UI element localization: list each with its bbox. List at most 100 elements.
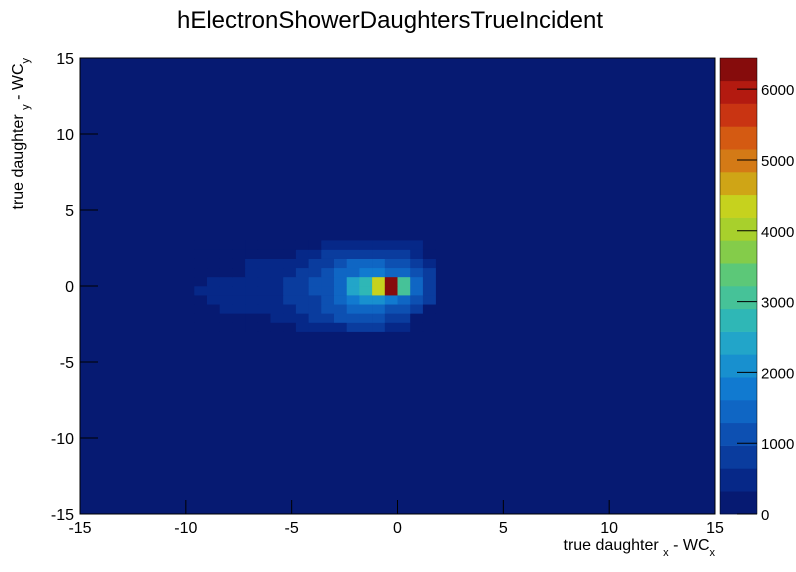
heat-cell — [346, 304, 360, 314]
heat-cell — [283, 276, 297, 287]
heat-cell — [410, 313, 424, 323]
heat-cell — [219, 258, 233, 269]
heat-cell — [257, 295, 271, 305]
heat-cell — [359, 322, 373, 332]
heat-cell — [334, 240, 347, 250]
heat-cell — [384, 267, 398, 278]
heat-cell — [410, 267, 424, 278]
heat-cell — [308, 240, 322, 250]
palette-box — [720, 263, 757, 287]
heat-cell — [422, 249, 436, 259]
heat-cell — [397, 240, 411, 250]
z-tick-label: 2000 — [761, 365, 794, 382]
heat-cell — [245, 249, 259, 259]
heat-cell — [295, 313, 309, 323]
heat-cell — [397, 276, 411, 287]
heat-cell — [194, 295, 208, 305]
y-tick-label: 15 — [56, 51, 74, 68]
heat-cell — [270, 304, 284, 314]
x-tick-label: 0 — [393, 520, 402, 537]
y-axis-title: true daughter y - WCy — [10, 58, 32, 210]
heat-cell — [397, 322, 411, 332]
heat-cell — [334, 276, 347, 287]
heat-cell — [384, 249, 398, 259]
heat-cell — [283, 258, 297, 269]
heat-cell — [194, 240, 208, 250]
heat-cell — [283, 249, 297, 259]
heat-cell — [219, 240, 233, 250]
heat-cell — [346, 249, 360, 259]
heat-cell — [257, 313, 271, 323]
heat-cell — [422, 240, 436, 250]
palette-box — [720, 445, 757, 469]
heat-cell — [397, 258, 411, 269]
heat-cell — [410, 295, 424, 305]
heat-cell — [397, 286, 411, 296]
heat-cell — [410, 304, 424, 314]
heat-cell — [232, 258, 246, 269]
heat-cell — [295, 240, 309, 250]
heat-cell — [232, 240, 246, 250]
heat-cell — [346, 258, 360, 269]
heat-cell — [372, 313, 386, 323]
heat-cell — [422, 304, 436, 314]
heat-cell — [295, 267, 309, 278]
heat-cell — [346, 286, 360, 296]
palette-box — [720, 491, 757, 515]
heat-cell — [422, 267, 436, 278]
heat-cell — [219, 286, 233, 296]
y-tick-label: 5 — [65, 203, 74, 220]
heat-cell — [207, 258, 220, 269]
heat-cell — [219, 276, 233, 287]
heat-cell — [359, 240, 373, 250]
heat-cell — [194, 286, 208, 296]
heat-cell — [194, 249, 208, 259]
heat-cell — [308, 258, 322, 269]
heat-cell — [321, 313, 335, 323]
heat-cell — [295, 295, 309, 305]
heat-cell — [410, 276, 424, 287]
heat-cell — [410, 258, 424, 269]
heat-cell — [308, 267, 322, 278]
x-tick-label: 10 — [600, 520, 618, 537]
z-tick-label: 1000 — [761, 436, 794, 453]
heat-cell — [270, 240, 284, 250]
heat-cell — [194, 258, 208, 269]
heat-cell — [372, 240, 386, 250]
heat-cell — [384, 295, 398, 305]
x-axis-title-part: - WC — [669, 537, 710, 554]
heat-cell — [283, 313, 297, 323]
heat-cell — [257, 286, 271, 296]
heat-cell — [270, 258, 284, 269]
heat-cell — [270, 322, 284, 332]
heat-cell — [321, 295, 335, 305]
palette-box — [720, 149, 757, 173]
heat-cell — [346, 240, 360, 250]
heat-cell — [194, 304, 208, 314]
heat-cell — [321, 276, 335, 287]
palette-box — [720, 240, 757, 264]
heat-cell — [334, 322, 347, 332]
heat-cell — [257, 322, 271, 332]
heat-cell — [384, 313, 398, 323]
heat-cell — [334, 267, 347, 278]
heat-cell — [334, 286, 347, 296]
palette-box — [720, 331, 757, 355]
heat-cell — [295, 276, 309, 287]
heat-cell — [257, 304, 271, 314]
heat-cell — [397, 304, 411, 314]
heat-cell — [384, 304, 398, 314]
heat-cell — [334, 304, 347, 314]
heat-cell — [245, 240, 259, 250]
heat-cell — [422, 258, 436, 269]
heat-cell — [219, 249, 233, 259]
chart-title: hElectronShowerDaughtersTrueIncident — [177, 7, 603, 34]
heat-cell — [359, 313, 373, 323]
x-tick-label: -10 — [174, 520, 197, 537]
heat-cell — [270, 267, 284, 278]
y-tick-label: -5 — [60, 355, 74, 372]
heat-cell — [232, 313, 246, 323]
z-tick-label: 5000 — [761, 153, 794, 170]
x-tick-label: 5 — [499, 520, 508, 537]
heat-cell — [270, 286, 284, 296]
